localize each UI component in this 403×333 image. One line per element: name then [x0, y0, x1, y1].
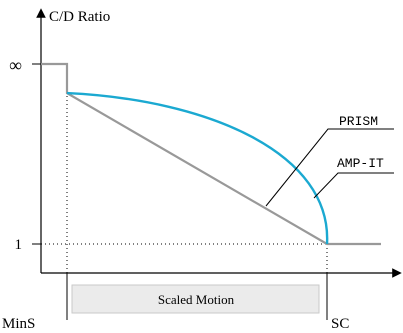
callout-line-prism [265, 128, 394, 207]
y-tick-label-infinity: ∞ [9, 55, 22, 75]
x-tick-label-sc: SC [331, 316, 349, 332]
series-ampit-line [66, 91, 329, 245]
series-prism-line [41, 62, 381, 246]
y-tick-label-one: 1 [15, 237, 23, 253]
scaled-motion-region [71, 284, 320, 314]
scaled-motion-label: Scaled Motion [158, 292, 235, 307]
legend-label-ampit: AMP-IT [337, 156, 384, 171]
series-layer [41, 62, 381, 246]
y-axis-label: C/D Ratio [49, 9, 110, 25]
x-tick-label-mins: MinS [2, 316, 35, 332]
callout-line-ampit [313, 172, 394, 199]
legend-label-prism: PRISM [339, 114, 378, 129]
